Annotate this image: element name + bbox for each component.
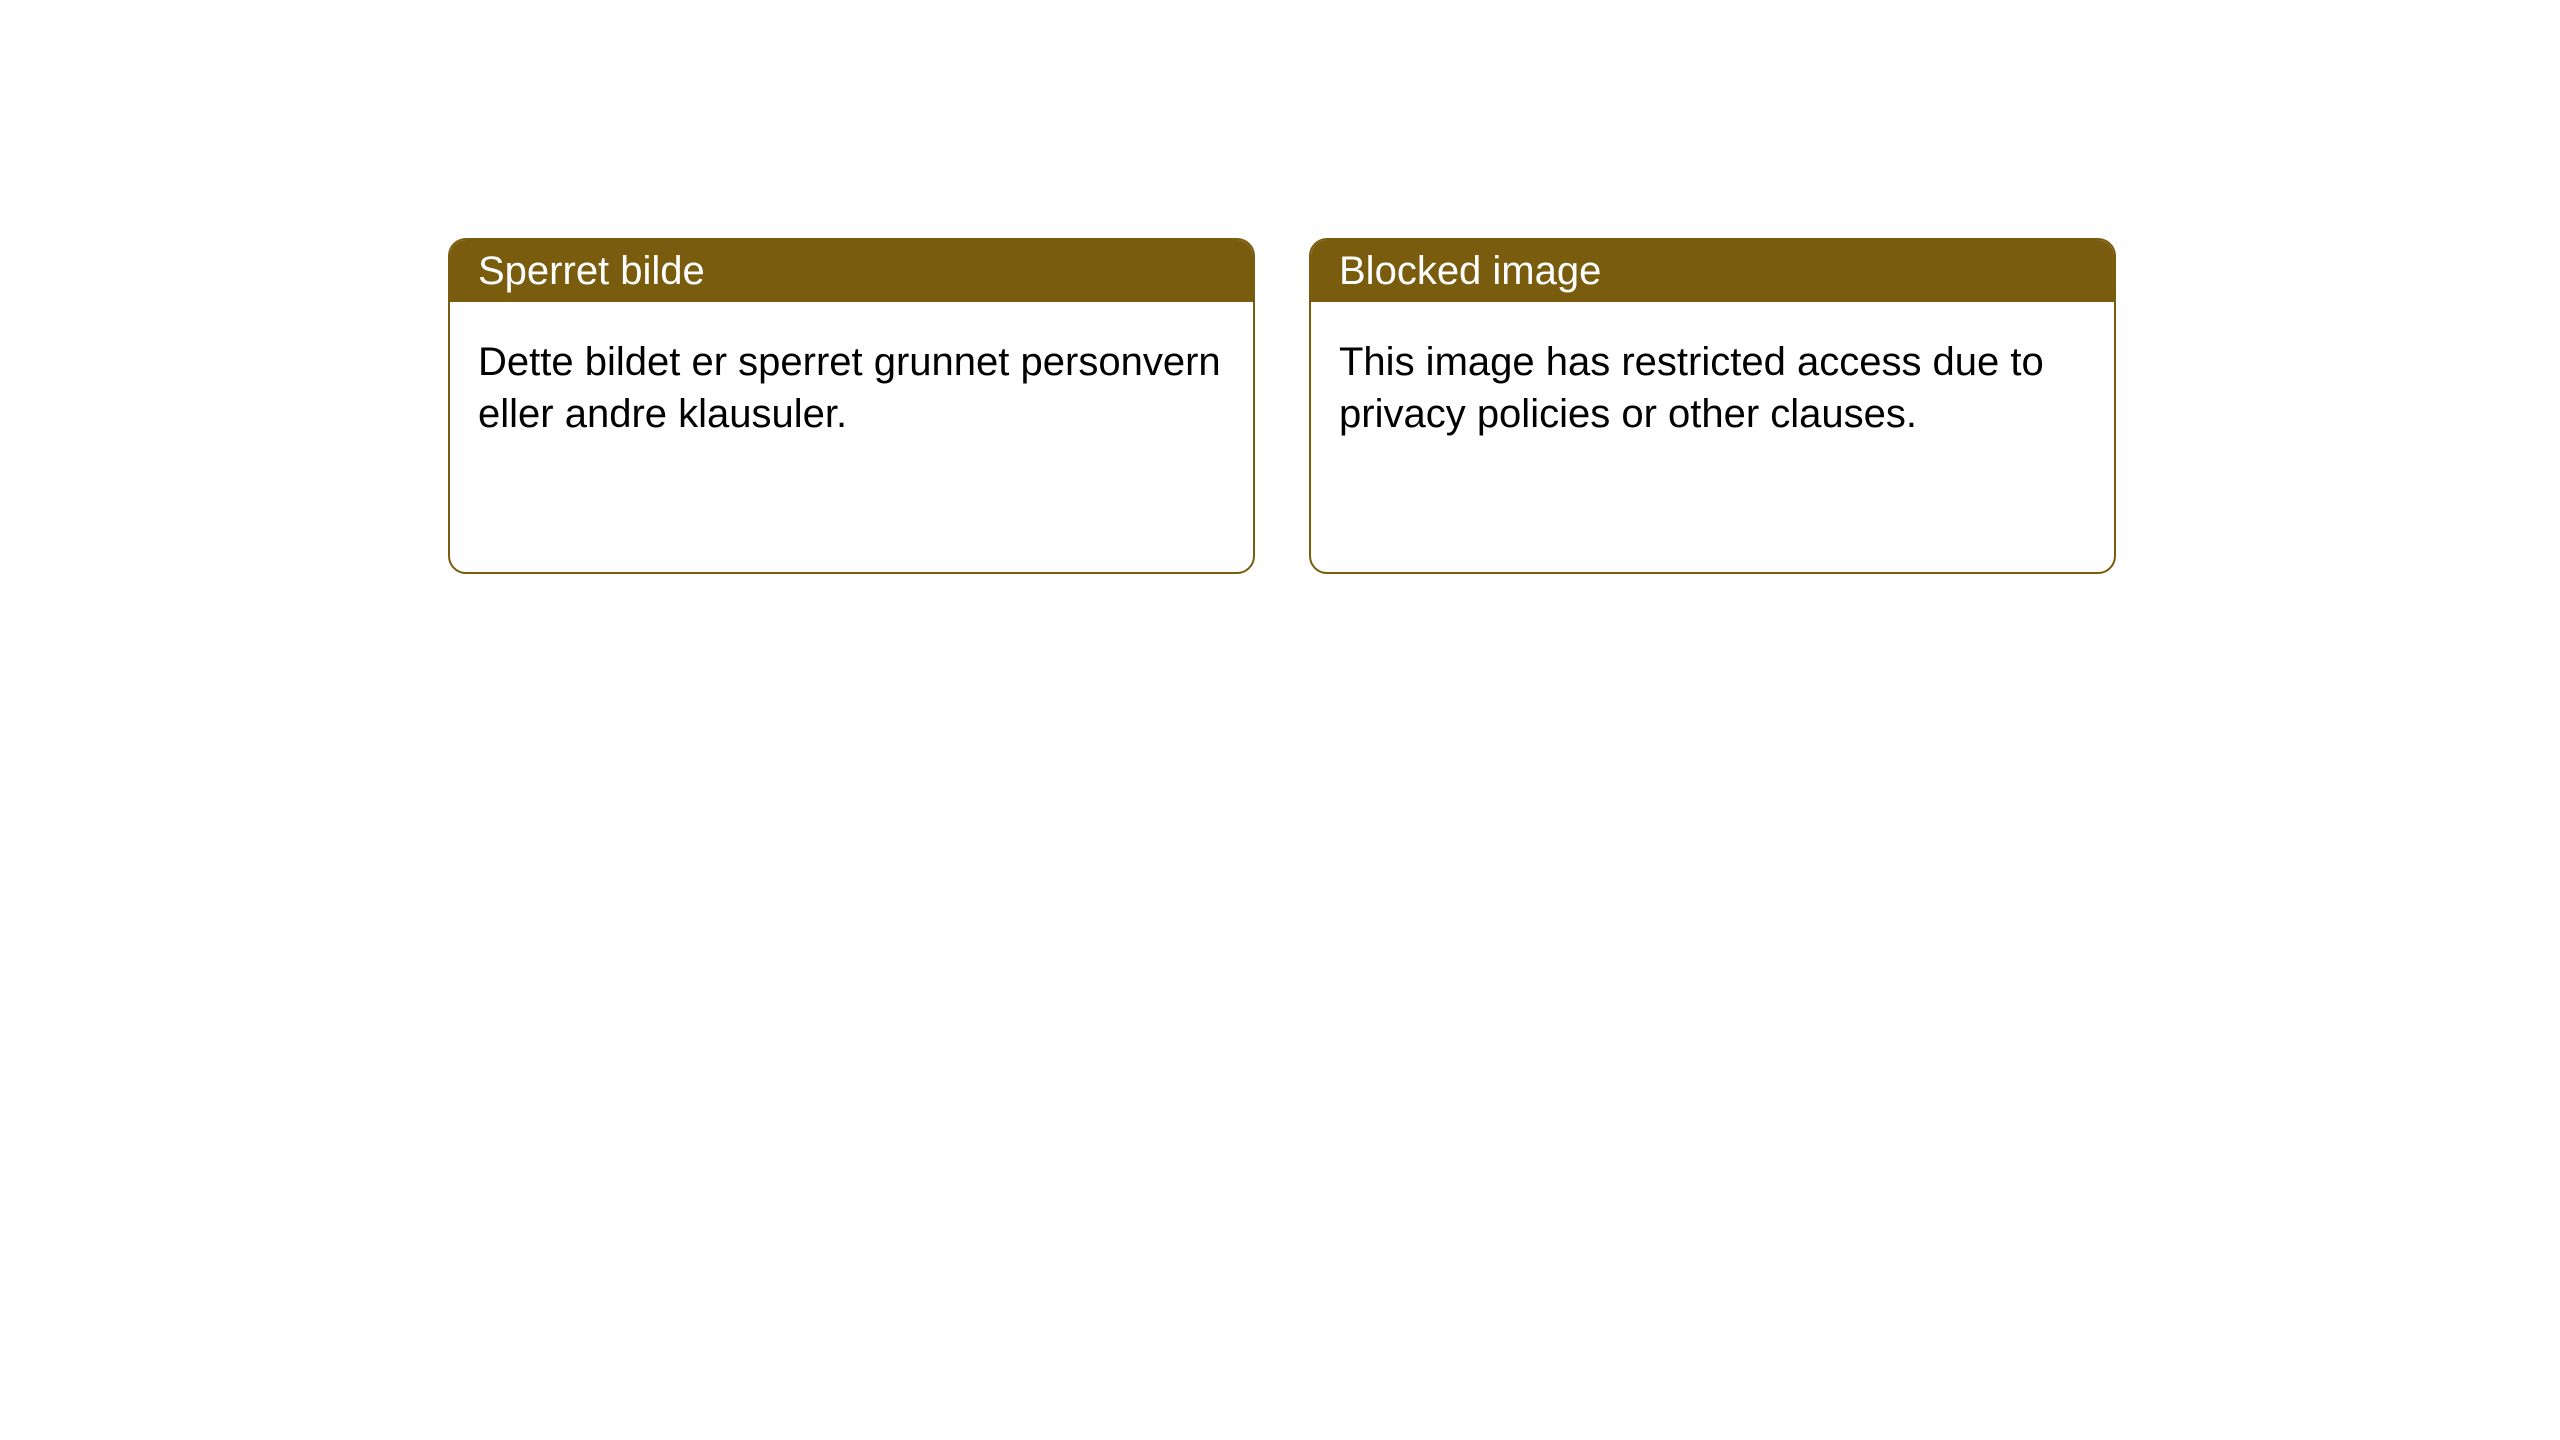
notice-header-en: Blocked image	[1311, 240, 2114, 302]
notice-container: Sperret bilde Dette bildet er sperret gr…	[0, 0, 2560, 574]
notice-text-no: Dette bildet er sperret grunnet personve…	[478, 340, 1221, 436]
notice-body-no: Dette bildet er sperret grunnet personve…	[450, 302, 1253, 474]
notice-text-en: This image has restricted access due to …	[1339, 340, 2044, 436]
notice-title-no: Sperret bilde	[478, 249, 705, 294]
notice-body-en: This image has restricted access due to …	[1311, 302, 2114, 474]
notice-card-en: Blocked image This image has restricted …	[1309, 238, 2116, 574]
notice-card-no: Sperret bilde Dette bildet er sperret gr…	[448, 238, 1255, 574]
notice-header-no: Sperret bilde	[450, 240, 1253, 302]
notice-title-en: Blocked image	[1339, 249, 1601, 294]
